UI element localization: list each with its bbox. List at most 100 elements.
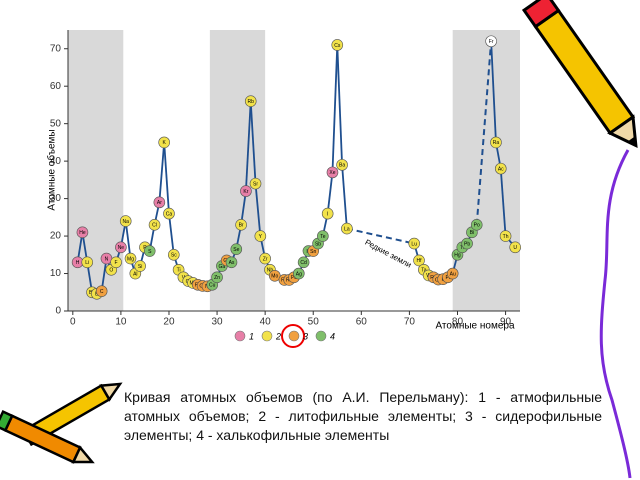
element-label: Si [138, 264, 142, 270]
element-label: Bi [470, 230, 474, 236]
element-label: Ba [339, 163, 345, 169]
element-label: Rh [286, 278, 293, 284]
y-tick-label: 0 [55, 306, 61, 317]
plot: 0 10 20 30 40 50 60 70 0 10 20 30 40 50 60 70 80 90 H He Li B… [50, 30, 521, 328]
element-point [413, 254, 425, 267]
y-tick-label: 20 [50, 231, 62, 242]
element-label: Mg [127, 256, 134, 262]
element-label: K [162, 140, 166, 146]
element-label: N [105, 256, 109, 262]
element-label: I [327, 211, 328, 217]
element-label: Cs [334, 43, 341, 49]
element-label: Hg [454, 253, 461, 259]
element-label: Zn [214, 275, 220, 281]
element-label: Sb [315, 241, 321, 247]
element-label: Cd [300, 260, 307, 266]
element-point [163, 207, 175, 220]
element-label: H [76, 260, 80, 266]
element-label: Fr [489, 39, 494, 45]
element-label: Li [85, 260, 89, 266]
element-point [331, 39, 344, 51]
element-point [230, 243, 243, 255]
curve-segment [124, 220, 132, 259]
curve-segment [499, 168, 507, 237]
element-point [321, 207, 334, 220]
element-label: Ti [177, 268, 181, 274]
element-point [124, 252, 137, 265]
highlight-ring [281, 324, 305, 348]
element-point [249, 177, 262, 190]
element-label: Th [503, 234, 509, 240]
y-tick-label: 40 [50, 156, 62, 167]
legend-swatch [261, 330, 273, 342]
x-tick-label: 60 [356, 317, 368, 328]
element-point [446, 267, 459, 280]
element-point [254, 230, 267, 242]
element-point [76, 226, 89, 239]
element-point [167, 249, 180, 261]
x-tick-label: 10 [115, 317, 127, 328]
element-point [259, 252, 271, 265]
element-point [485, 35, 497, 48]
curve-segment [168, 213, 175, 255]
element-label: Cl [152, 223, 157, 229]
element-label: Mo [271, 274, 278, 280]
element-point [211, 271, 223, 284]
element-label: Tl [460, 245, 464, 251]
element-point [293, 267, 305, 280]
element-label: Rb [248, 99, 255, 105]
curve-segment [326, 172, 334, 214]
element-label: Hf [417, 258, 423, 264]
element-point [499, 230, 512, 242]
element-label: Na [122, 219, 129, 225]
legend-label: 1 [249, 331, 254, 341]
element-label: As [229, 260, 235, 266]
element-point [153, 196, 166, 209]
element-label: Kr [243, 189, 248, 195]
x-axis-label: Атомные номера [435, 321, 514, 332]
element-label: Ne [118, 245, 125, 251]
element-label: Nb [267, 268, 274, 274]
y-tick-label: 70 [50, 43, 62, 54]
element-point [134, 260, 146, 272]
element-point [341, 222, 353, 235]
element-label: La [344, 226, 350, 232]
legend-label: 2 [275, 331, 281, 341]
element-point [158, 136, 170, 149]
element-label: Sc [171, 253, 177, 259]
element-point [317, 230, 329, 242]
legend-label: 3 [303, 331, 308, 341]
element-point [148, 219, 161, 231]
element-label: Au [450, 271, 456, 277]
element-label: Ag [296, 271, 302, 277]
y-tick-label: 50 [50, 118, 62, 129]
element-label: Ga [219, 264, 226, 270]
element-label: Cu [209, 283, 216, 289]
curve-segment [245, 101, 252, 192]
curve-segment [475, 41, 493, 225]
element-label: Lu [411, 241, 417, 247]
element-point [336, 159, 348, 171]
element-point [509, 241, 521, 254]
element-point [81, 256, 94, 269]
element-label: Ra [493, 140, 500, 146]
element-label: Pt [446, 275, 451, 281]
x-tick-label: 20 [163, 317, 175, 328]
element-label: Se [233, 247, 239, 253]
element-label: Ta [421, 268, 427, 274]
element-point [225, 256, 238, 269]
x-tick-label: 30 [212, 317, 224, 328]
element-label: C [100, 289, 104, 295]
element-label: Xe [329, 170, 335, 176]
shaded-band [452, 30, 520, 311]
element-point [244, 95, 257, 107]
element-label: Zr [263, 256, 268, 262]
element-label: Pb [464, 241, 470, 247]
legend-swatch [288, 330, 300, 342]
element-label: O [109, 268, 113, 274]
element-label: Al [133, 271, 137, 277]
legend-swatch [234, 330, 246, 342]
x-tick-label: 0 [70, 317, 76, 328]
y-axis-label: Атомные объемы [46, 129, 58, 210]
